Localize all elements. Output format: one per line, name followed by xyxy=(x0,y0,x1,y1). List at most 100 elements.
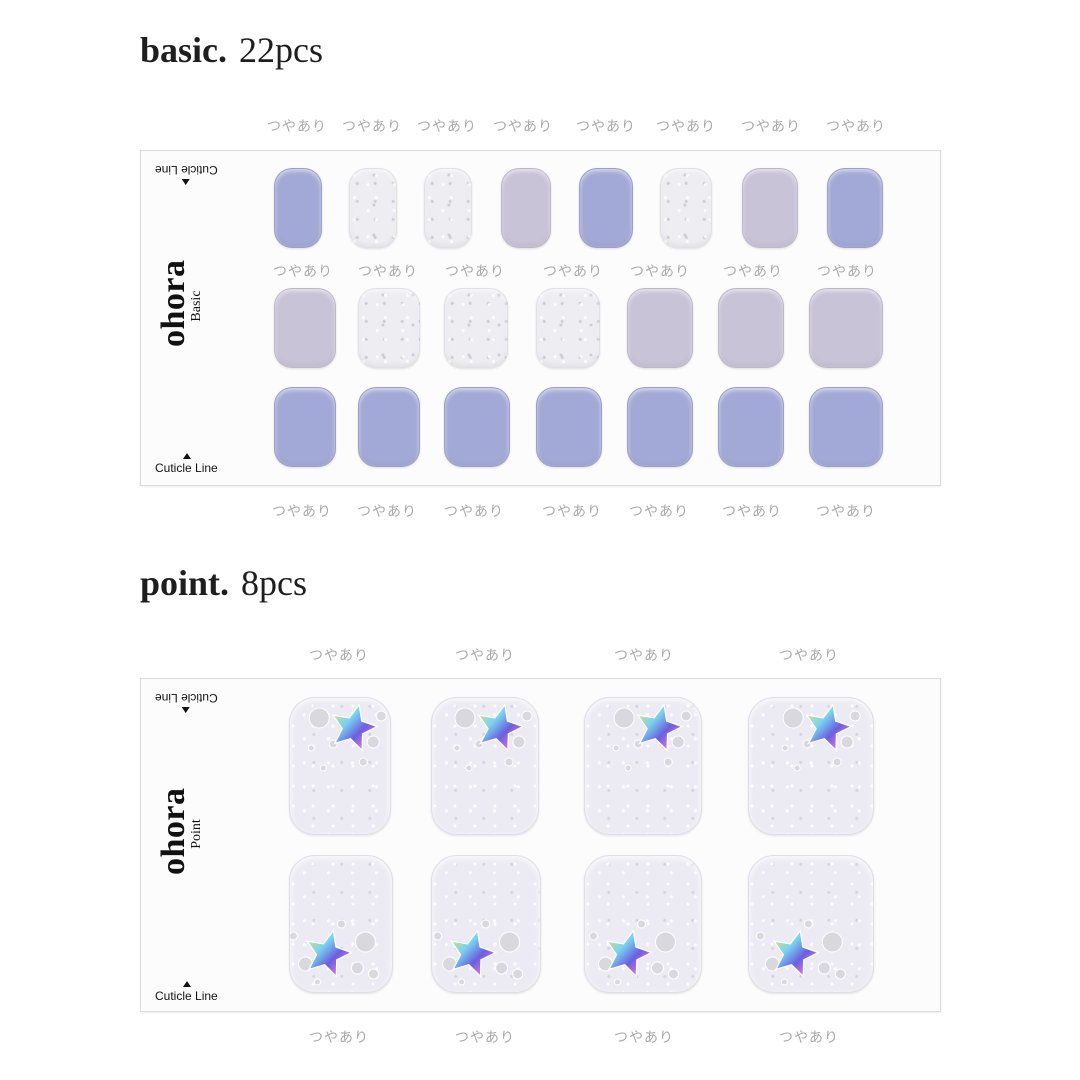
nail-tip-clear xyxy=(358,288,420,368)
star-charm xyxy=(636,703,684,752)
star-charm xyxy=(605,929,653,978)
finish-label: つやあり xyxy=(309,648,369,664)
finish-label: つやあり xyxy=(455,648,515,664)
silver-glitter-dot xyxy=(366,735,380,749)
nail-tip-point xyxy=(289,855,393,993)
silver-glitter-dot xyxy=(654,931,676,953)
nail-tip-lavender xyxy=(827,168,883,248)
cuticle-line-marker-top: Cuticle Line xyxy=(155,163,218,185)
star-charm xyxy=(805,703,853,752)
nail-tip-lavender xyxy=(274,387,336,467)
silver-glitter-dot xyxy=(636,919,646,929)
finish-label: つやあり xyxy=(816,504,876,520)
silver-glitter-dot xyxy=(512,968,524,980)
silver-glitter-dot xyxy=(512,735,526,749)
silver-glitter-dot xyxy=(671,735,685,749)
silver-glitter-dot xyxy=(290,931,298,941)
nail-tip-lavender xyxy=(358,387,420,467)
nail-tip-lavender xyxy=(718,387,784,467)
silver-glitter-dot xyxy=(793,764,801,772)
silver-glitter-dot xyxy=(375,710,387,722)
finish-label: つやあり xyxy=(576,119,636,135)
nail-tip-lavender xyxy=(274,168,322,248)
silver-glitter-dot xyxy=(817,961,831,975)
finish-label: つやあり xyxy=(309,1030,369,1046)
silver-glitter-dot xyxy=(821,931,843,953)
silver-glitter-dot xyxy=(307,744,315,752)
nail-tip-lilac xyxy=(627,288,693,368)
finish-label: つやあり xyxy=(656,119,716,135)
finish-label: つやあり xyxy=(543,264,603,280)
point-nail-sheet: Cuticle Line Cuticle Line ohora Point xyxy=(140,678,941,1012)
nail-tip-lavender xyxy=(579,168,633,248)
nail-tip-point xyxy=(748,855,874,993)
silver-glitter-dot xyxy=(663,757,673,767)
silver-glitter-dot xyxy=(613,978,621,986)
silver-glitter-dot xyxy=(495,961,509,975)
silver-glitter-dot xyxy=(613,707,635,729)
silver-glitter-dot xyxy=(465,764,473,772)
silver-glitter-dot xyxy=(521,710,533,722)
silver-glitter-dot xyxy=(840,735,854,749)
silver-glitter-dot xyxy=(782,707,804,729)
brand-logo: ohora Basic xyxy=(155,260,205,348)
silver-glitter-dot xyxy=(667,968,679,980)
nail-tip-lavender xyxy=(444,387,510,467)
silver-glitter-dot xyxy=(458,978,466,986)
nail-tip-clear xyxy=(424,168,472,248)
silver-glitter-dot xyxy=(504,757,514,767)
silver-glitter-dot xyxy=(481,919,491,929)
basic-piece-count: 22pcs xyxy=(239,30,324,70)
iridescent-star-icon xyxy=(612,703,692,772)
basic-title-label: basic. xyxy=(140,30,228,70)
nail-tip-point xyxy=(584,697,702,835)
nail-tip-lilac xyxy=(809,288,883,368)
silver-glitter-dot xyxy=(832,757,842,767)
finish-label: つやあり xyxy=(444,504,504,520)
nail-tip-point xyxy=(289,697,391,835)
finish-label: つやあり xyxy=(273,264,333,280)
silver-glitter-dot xyxy=(319,764,327,772)
point-piece-count: 8pcs xyxy=(241,563,308,603)
brand-logo: ohora Point xyxy=(155,788,205,876)
star-charm xyxy=(450,929,498,978)
nail-tip-clear xyxy=(536,288,600,368)
star-charm xyxy=(772,929,820,978)
finish-label: つやあり xyxy=(722,504,782,520)
finish-label: つやあり xyxy=(723,264,783,280)
finish-label: つやあり xyxy=(614,1030,674,1046)
silver-glitter-dot xyxy=(588,931,598,941)
finish-label: つやあり xyxy=(267,119,327,135)
silver-glitter-dot xyxy=(350,961,364,975)
finish-label: つやあり xyxy=(357,504,417,520)
silver-glitter-dot xyxy=(849,710,861,722)
finish-label: つやあり xyxy=(342,119,402,135)
iridescent-star-icon xyxy=(433,919,524,986)
point-title-label: point. xyxy=(140,563,230,603)
silver-glitter-dot xyxy=(612,744,620,752)
silver-glitter-dot xyxy=(453,744,461,752)
finish-label: つやあり xyxy=(493,119,553,135)
iridescent-star-icon xyxy=(588,919,679,986)
nail-tip-lavender xyxy=(536,387,602,467)
nail-tip-point xyxy=(584,855,702,993)
nail-tip-lavender xyxy=(627,387,693,467)
star-charm xyxy=(305,929,353,978)
nail-tip-lilac xyxy=(742,168,798,248)
nail-tip-lilac xyxy=(274,288,336,368)
cuticle-line-marker-bottom: Cuticle Line xyxy=(155,453,218,475)
silver-glitter-dot xyxy=(755,931,765,941)
silver-glitter-dot xyxy=(624,764,632,772)
brand-name: ohora xyxy=(155,787,192,876)
finish-label: つやあり xyxy=(272,504,332,520)
silver-glitter-dot xyxy=(433,931,443,941)
iridescent-star-icon xyxy=(453,703,533,772)
nail-tip-lavender xyxy=(809,387,883,467)
nail-tip-point xyxy=(431,697,539,835)
star-charm xyxy=(331,703,379,752)
silver-glitter-dot xyxy=(336,919,346,929)
nail-tip-clear xyxy=(660,168,712,248)
silver-glitter-dot xyxy=(367,968,379,980)
star-charm xyxy=(477,703,525,752)
finish-label: つやあり xyxy=(779,648,839,664)
